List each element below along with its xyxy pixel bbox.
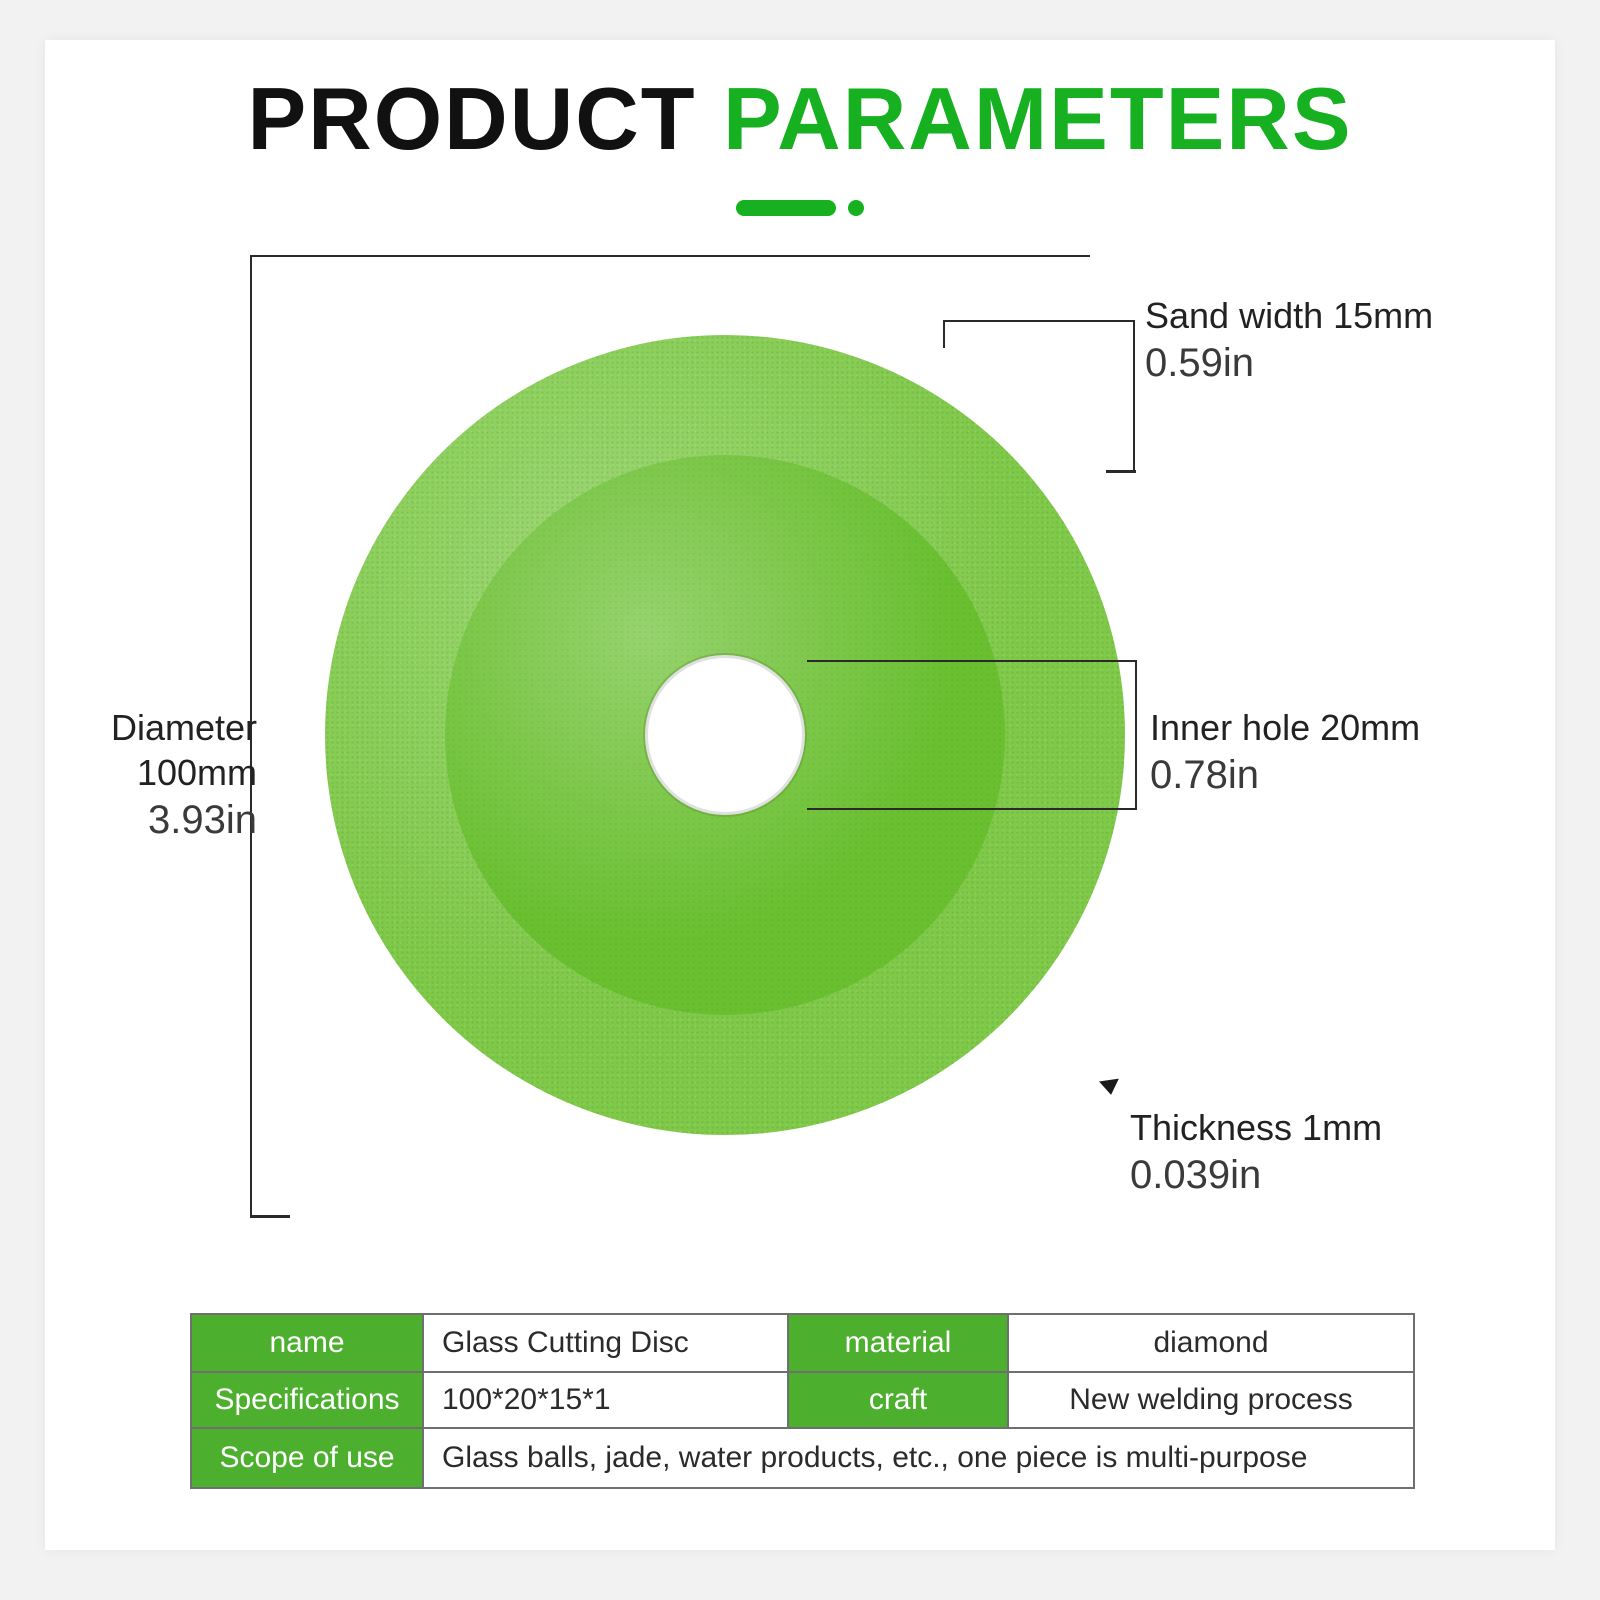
inner-hole-in: 0.78in	[1150, 750, 1550, 800]
td-scope: Glass balls, jade, water products, etc.,…	[424, 1429, 1413, 1487]
sand-width-label: Sand width 15mm 0.59in	[1145, 293, 1545, 388]
sand-width-in: 0.59in	[1145, 338, 1545, 388]
disc-arbor-hole	[645, 655, 805, 815]
table-row: name Glass Cutting Disc material diamond	[192, 1315, 1413, 1371]
th-material: material	[789, 1315, 1009, 1371]
diameter-mm: Diameter 100mm	[27, 705, 257, 795]
td-material: diamond	[1009, 1315, 1413, 1371]
th-specifications: Specifications	[192, 1373, 424, 1427]
spec-table: name Glass Cutting Disc material diamond…	[190, 1313, 1415, 1489]
thickness-in: 0.039in	[1130, 1150, 1530, 1200]
diameter-in: 3.93in	[27, 795, 257, 845]
thickness-arrow-icon	[1099, 1079, 1121, 1097]
td-name: Glass Cutting Disc	[424, 1315, 789, 1371]
title-word-1: PRODUCT	[247, 69, 696, 168]
th-scope: Scope of use	[192, 1429, 424, 1487]
page-title: PRODUCT PARAMETERS	[45, 68, 1555, 170]
sand-width-mm: Sand width 15mm	[1145, 293, 1545, 338]
th-name: name	[192, 1315, 424, 1371]
inner-hole-mm: Inner hole 20mm	[1150, 705, 1550, 750]
td-craft: New welding process	[1009, 1373, 1413, 1427]
title-word-2: PARAMETERS	[723, 69, 1353, 168]
th-craft: craft	[789, 1373, 1009, 1427]
title-accent-icon	[736, 200, 864, 216]
inner-hole-label: Inner hole 20mm 0.78in	[1150, 705, 1550, 800]
thickness-label: Thickness 1mm 0.039in	[1130, 1105, 1530, 1200]
diameter-label: Diameter 100mm 3.93in	[27, 705, 257, 845]
thickness-mm: Thickness 1mm	[1130, 1105, 1530, 1150]
td-specifications: 100*20*15*1	[424, 1373, 789, 1427]
disc-diagram: Sand width 15mm 0.59in Inner hole 20mm 0…	[45, 235, 1555, 1275]
sand-width-bracket	[945, 320, 1135, 470]
page-gutter-right	[1554, 720, 1600, 1240]
table-row: Scope of use Glass balls, jade, water pr…	[192, 1427, 1413, 1487]
infographic-card: PRODUCT PARAMETERS Sand width 15mm 0.59i…	[45, 40, 1555, 1550]
table-row: Specifications 100*20*15*1 craft New wel…	[192, 1371, 1413, 1427]
inner-hole-bracket	[807, 660, 1137, 810]
